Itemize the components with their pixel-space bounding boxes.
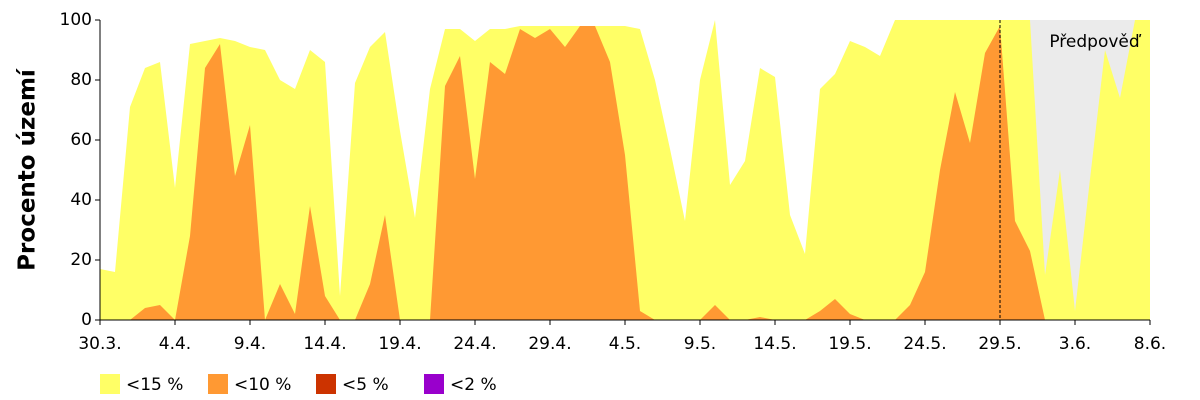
y-tick-label: 0 <box>81 310 92 330</box>
y-axis-title: Procento území <box>15 68 41 271</box>
legend-swatch <box>316 374 336 394</box>
area <box>100 26 1150 320</box>
legend-label: <5 % <box>342 375 389 395</box>
legend-label: <10 % <box>234 375 291 395</box>
x-tick-label: 19.5. <box>828 334 871 354</box>
x-tick-label: 4.4. <box>159 334 191 354</box>
x-tick-label: 14.4. <box>303 334 346 354</box>
y-tick-label: 20 <box>70 250 92 270</box>
forecast-label: Předpověď <box>1049 32 1142 52</box>
x-tick-label: 4.5. <box>609 334 641 354</box>
y-tick-label: 60 <box>70 130 92 150</box>
x-tick-label: 14.5. <box>753 334 796 354</box>
x-tick-label: 9.4. <box>234 334 266 354</box>
x-tick-label: 3.6. <box>1059 334 1091 354</box>
legend-swatch <box>424 374 444 394</box>
x-tick-label: 29.4. <box>528 334 571 354</box>
x-tick-label: 9.5. <box>684 334 716 354</box>
y-tick-label: 40 <box>70 190 92 210</box>
legend-label: <2 % <box>450 375 497 395</box>
x-tick-label: 29.5. <box>978 334 1021 354</box>
x-tick-label: 24.5. <box>903 334 946 354</box>
y-tick-label: 100 <box>60 10 92 30</box>
x-tick-label: 24.4. <box>453 334 496 354</box>
legend-label: <15 % <box>126 375 183 395</box>
x-tick-label: 19.4. <box>378 334 421 354</box>
legend-swatch <box>100 374 120 394</box>
x-tick-label: 8.6. <box>1134 334 1166 354</box>
y-tick-label: 80 <box>70 70 92 90</box>
x-tick-label: 30.3. <box>78 334 121 354</box>
legend-swatch <box>208 374 228 394</box>
